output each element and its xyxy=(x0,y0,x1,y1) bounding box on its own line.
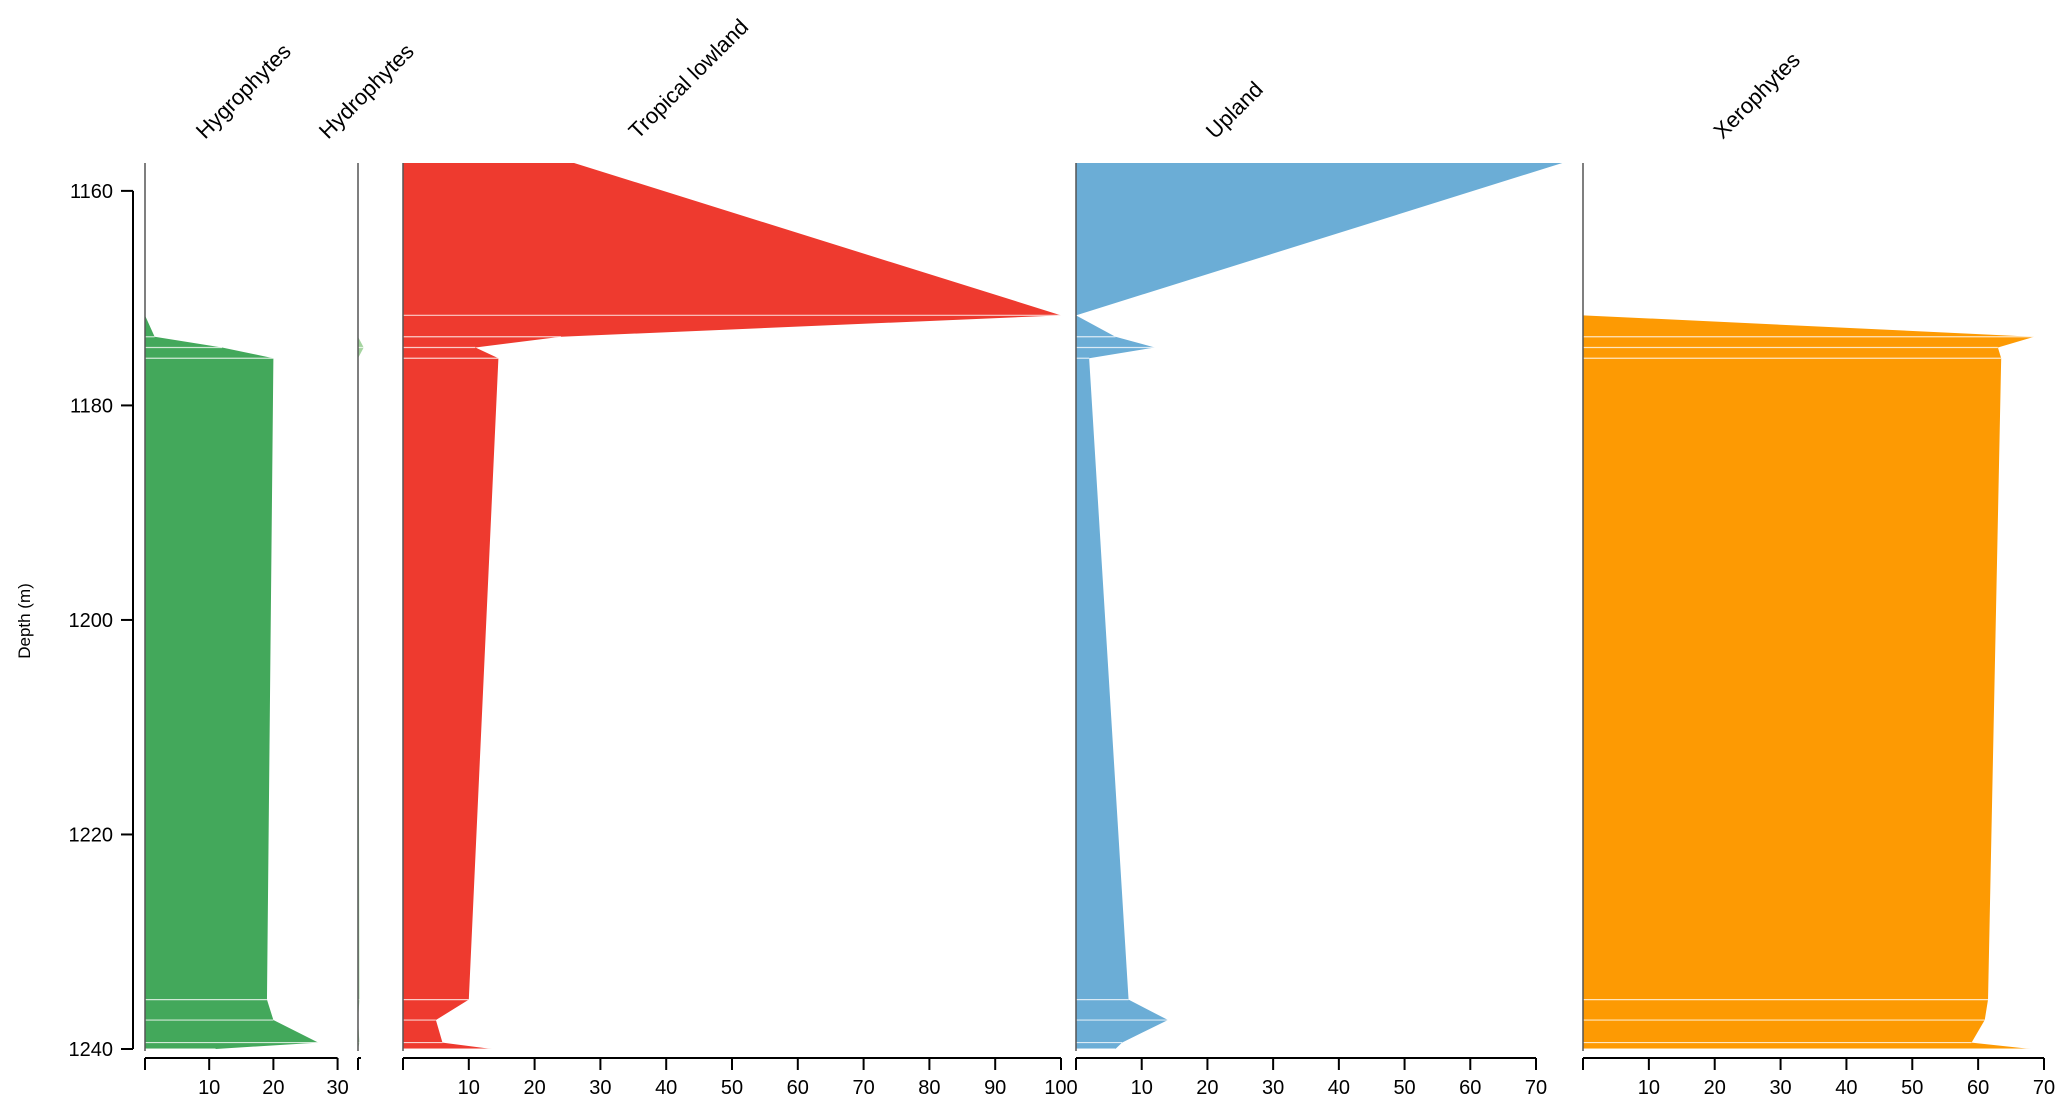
depth-tick-label: 1240 xyxy=(69,1039,114,1061)
x-tick-label: 40 xyxy=(655,1077,677,1099)
panel-title: Tropical lowland xyxy=(624,14,754,144)
depth-tick-label: 1180 xyxy=(70,395,113,417)
panel-xerophytes: 10 20 30 40 50 60 70 Xerophytes xyxy=(1582,47,2055,1099)
x-tick-label: 40 xyxy=(1835,1077,1857,1099)
x-tick-label: 100 xyxy=(1044,1077,1077,1099)
x-tick-label: 60 xyxy=(1967,1077,1989,1099)
panel-title: Xerophytes xyxy=(1709,47,1805,143)
taxon-area xyxy=(358,163,364,1049)
x-tick-label: 60 xyxy=(1459,1077,1481,1099)
taxon-area xyxy=(403,163,1061,1049)
taxon-area xyxy=(1583,163,2035,1049)
x-tick-label: 30 xyxy=(1769,1077,1791,1099)
x-tick-label: 50 xyxy=(721,1077,743,1099)
x-tick-label: 40 xyxy=(1328,1077,1350,1099)
x-tick-label: 20 xyxy=(1196,1077,1218,1099)
x-tick-label: 90 xyxy=(984,1077,1006,1099)
x-tick-label: 80 xyxy=(918,1077,940,1099)
x-tick-label: 70 xyxy=(1525,1077,1547,1099)
x-tick-label: 20 xyxy=(1704,1077,1726,1099)
x-tick-label: 20 xyxy=(523,1077,545,1099)
x-tick-label: 10 xyxy=(1131,1077,1153,1099)
x-tick-label: 70 xyxy=(2033,1077,2055,1099)
x-tick-label: 60 xyxy=(787,1077,809,1099)
panel-title: Hygrophytes xyxy=(191,39,296,144)
panel-hygrophytes: 10 20 30 Hygrophytes xyxy=(144,39,349,1099)
depth-tick-label: 1160 xyxy=(70,181,113,203)
depth-tick-label: 1200 xyxy=(69,610,114,632)
x-tick-label: 10 xyxy=(1638,1077,1660,1099)
x-tick-label: 50 xyxy=(1901,1077,1923,1099)
x-tick-label: 30 xyxy=(326,1077,348,1099)
x-tick-label: 10 xyxy=(458,1077,480,1099)
panel-tropical-lowland: 10 20 30 40 50 60 70 80 90 100 Tropical lowland xyxy=(402,14,1078,1099)
x-tick-label: 20 xyxy=(262,1077,284,1099)
x-tick-label: 10 xyxy=(198,1077,220,1099)
panel-title: Hydrophytes xyxy=(314,39,419,144)
x-tick-label: 30 xyxy=(589,1077,611,1099)
panel-upland: 10 20 30 40 50 60 70 Upland xyxy=(1075,77,1563,1099)
x-tick-label: 30 xyxy=(1262,1077,1284,1099)
depth-axis: Depth (m) 1160 1180 1200 1220 1240 xyxy=(15,181,134,1061)
depth-axis-title: Depth (m) xyxy=(15,583,34,659)
taxa-panels: 10 20 30 Hygrophytes Hydrophytes 10 20 30 40 50 60… xyxy=(144,14,2055,1099)
taxon-area xyxy=(145,163,319,1049)
taxon-area xyxy=(1076,163,1563,1049)
x-tick-label: 50 xyxy=(1393,1077,1415,1099)
x-tick-label: 70 xyxy=(852,1077,874,1099)
panel-title: Upland xyxy=(1201,77,1268,144)
depth-tick-label: 1220 xyxy=(69,824,114,846)
